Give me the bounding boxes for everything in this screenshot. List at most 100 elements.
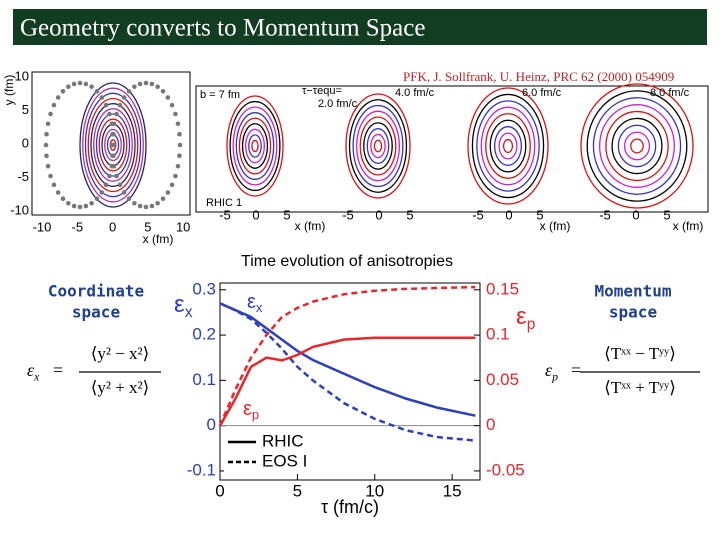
nucleus-outline — [169, 102, 175, 108]
contour — [370, 133, 386, 159]
x-tick-label: 5 — [283, 207, 290, 222]
nucleus-outline — [107, 111, 112, 117]
nucleus-outline — [83, 81, 89, 87]
nucleus-outline — [117, 182, 123, 188]
nucleus-outline — [111, 163, 117, 169]
contour-frame — [195, 85, 709, 213]
formula-lhs: εx — [27, 360, 40, 383]
nucleus-outline — [94, 196, 100, 201]
contour — [489, 119, 527, 173]
annotation-sub: x — [256, 300, 263, 315]
x-axis-label: x (fm) — [540, 219, 571, 233]
nucleus-outline — [77, 204, 83, 210]
panel-label: 6.0 fm/c — [522, 87, 562, 99]
nucleus-outline — [107, 173, 112, 179]
formula-denominator: ⟨y² + x²⟩ — [91, 378, 150, 397]
contour — [241, 123, 269, 169]
nucleus-outline — [121, 190, 127, 195]
x-tick-label: -5 — [472, 207, 484, 222]
nucleus-outline — [143, 204, 149, 210]
panel-label: RHIC 1 — [206, 197, 242, 209]
nucleus-outline — [71, 203, 77, 209]
nucleus-outline — [44, 153, 49, 159]
nucleus-outline — [126, 89, 132, 94]
nucleus-outline — [149, 81, 155, 87]
x-tick-label: 5 — [293, 481, 302, 500]
nucleus-outline — [155, 200, 160, 206]
nucleus-outline — [160, 89, 166, 94]
y-axis-label: y (fm) — [2, 75, 16, 106]
nucleus-outline — [94, 89, 100, 94]
nucleus-outline — [71, 81, 77, 87]
nucleus-outline — [137, 203, 143, 209]
y-tick-label: 0 — [207, 415, 216, 434]
series-line — [219, 302, 476, 417]
formula-numerator: ⟨Tˣˣ − Tʸʸ⟩ — [604, 344, 676, 363]
formula-lhs-sub: x — [33, 370, 40, 383]
contour — [359, 116, 397, 176]
y-tick-label: 0.3 — [192, 279, 216, 298]
contour — [471, 93, 545, 199]
annotation: εx — [247, 291, 263, 315]
x-tick-label: 5 — [536, 207, 543, 222]
contour — [348, 99, 408, 193]
nucleus-outline — [103, 102, 109, 108]
nucleus-outline — [126, 196, 132, 201]
x-axis-label: τ (fm/c) — [321, 497, 379, 517]
nucleus-outline — [155, 84, 160, 90]
nucleus-outline — [165, 190, 171, 195]
contour — [232, 106, 278, 186]
nucleus-outline — [44, 131, 49, 137]
contour — [84, 92, 142, 198]
x-tick-label: 5 — [144, 219, 151, 234]
nucleus-outline — [114, 111, 119, 117]
nucleus-outline — [99, 95, 105, 100]
y-axis-label-symbol: ε — [174, 291, 185, 318]
formula-lhs: εp — [545, 360, 558, 383]
x-tick-label: -10 — [33, 219, 52, 234]
side-label: Coordinate — [48, 282, 144, 301]
x-tick-label: 0 — [632, 207, 639, 222]
x-tick-label: 5 — [663, 207, 670, 222]
contour — [235, 112, 275, 180]
side-label: Momentum — [594, 282, 671, 301]
nucleus-outline — [66, 200, 71, 206]
contour — [502, 138, 514, 154]
series-line — [219, 302, 476, 442]
nucleus-outline — [110, 153, 115, 159]
legend-label: EOS I — [262, 451, 307, 470]
nucleus-outline — [89, 200, 94, 206]
nucleus-outline — [175, 163, 181, 169]
contour — [480, 106, 536, 186]
nucleus-outline — [48, 111, 53, 117]
contour — [238, 117, 272, 175]
x-tick-label: 0 — [215, 481, 224, 500]
plot-frame — [219, 282, 481, 481]
y-tick-label: 0 — [22, 135, 29, 150]
y-tick-label: 10 — [15, 68, 29, 83]
y-tick-label: 5 — [22, 102, 29, 117]
contour — [586, 90, 688, 202]
nucleus-outline — [48, 173, 53, 179]
y2-tick-label: -0.05 — [486, 460, 525, 479]
nucleus-outline — [111, 131, 116, 137]
nucleus-outline — [160, 196, 166, 201]
nucleus-outline — [114, 173, 119, 179]
contour — [599, 104, 675, 188]
contour — [104, 128, 122, 162]
nucleus-outline — [177, 131, 182, 137]
nucleus-outline — [177, 153, 182, 159]
side-label: space — [609, 303, 657, 322]
nucleus-outline — [99, 190, 105, 195]
x-tick-label: -5 — [599, 207, 611, 222]
contour-frame — [31, 71, 191, 216]
series-line — [218, 336, 476, 427]
annotation-sub: p — [252, 407, 259, 422]
y-axis-label: εx — [174, 291, 193, 321]
formula-lhs-sub: p — [551, 370, 558, 383]
nucleus-outline — [109, 142, 115, 148]
formula-denominator: ⟨Tˣˣ + Tʸʸ⟩ — [604, 378, 676, 397]
contour — [245, 128, 265, 164]
formula-numerator: ⟨y² − x²⟩ — [91, 344, 150, 363]
contour — [93, 108, 133, 182]
